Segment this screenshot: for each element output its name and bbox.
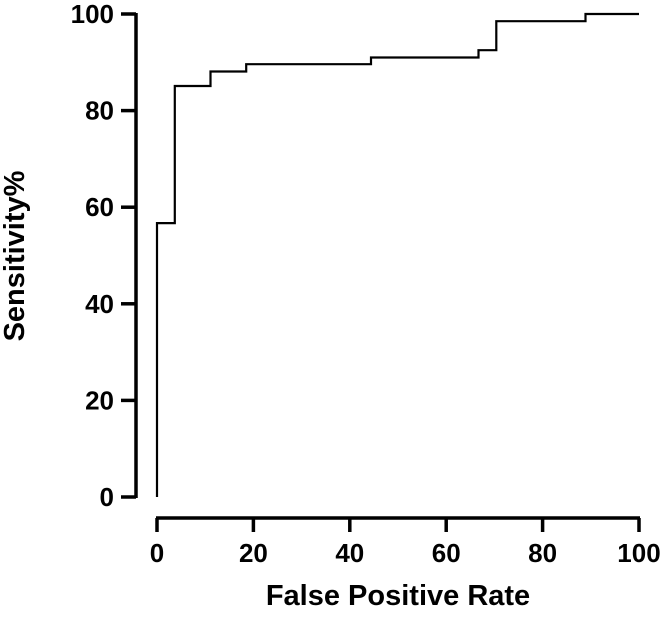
y-tick-label: 0 bbox=[100, 482, 114, 512]
y-tick-label: 80 bbox=[85, 96, 114, 126]
x-tick-label: 40 bbox=[335, 538, 364, 568]
y-axis-title: Sensitivity% bbox=[0, 170, 31, 341]
x-tick-label: 20 bbox=[239, 538, 268, 568]
x-tick-label: 0 bbox=[150, 538, 164, 568]
x-tick-label: 100 bbox=[617, 538, 660, 568]
x-axis-title: False Positive Rate bbox=[266, 580, 530, 612]
y-axis: 0 20 40 60 80 100 bbox=[71, 0, 138, 512]
x-tick-label: 60 bbox=[432, 538, 461, 568]
x-axis: 0 20 40 60 80 100 bbox=[150, 516, 661, 568]
y-tick-label: 60 bbox=[85, 192, 114, 222]
roc-curve-line bbox=[155, 12, 639, 497]
plot-area bbox=[155, 12, 639, 497]
y-tick-label: 40 bbox=[85, 289, 114, 319]
x-tick-label: 80 bbox=[528, 538, 557, 568]
y-tick-label: 20 bbox=[85, 385, 114, 415]
y-tick-label: 100 bbox=[71, 0, 114, 29]
